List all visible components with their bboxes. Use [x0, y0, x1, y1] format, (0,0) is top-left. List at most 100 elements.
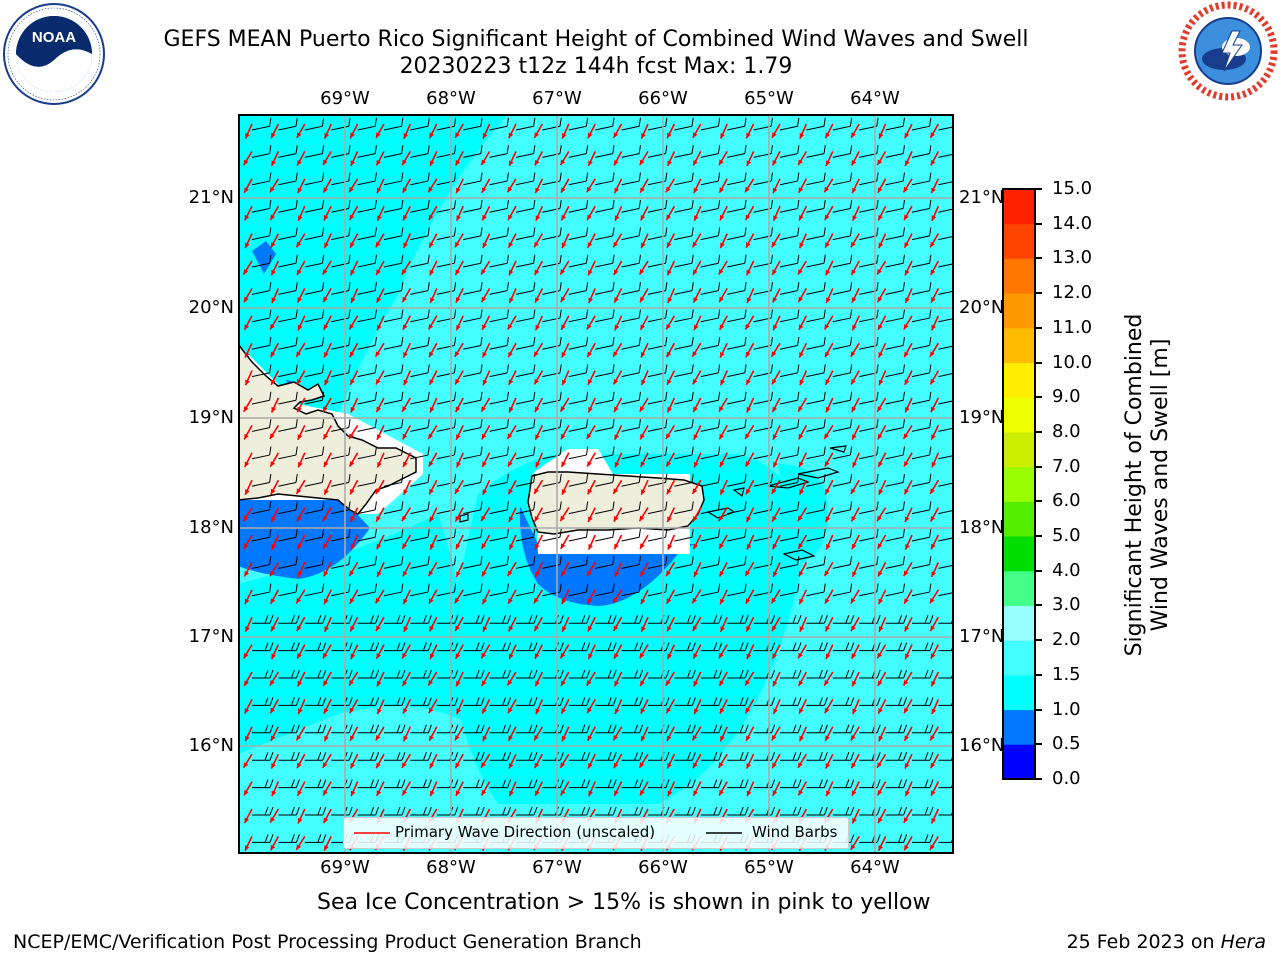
- wave-direction-arrow: [561, 479, 570, 496]
- wind-barb: [727, 642, 749, 652]
- wind-barb: [489, 583, 509, 597]
- wave-direction-arrow: [243, 534, 253, 550]
- colorbar-tick-mark: [1036, 778, 1042, 780]
- wave-direction-arrow: [350, 151, 359, 167]
- wave-direction-arrow: [507, 479, 517, 495]
- wave-direction-arrow: [428, 205, 438, 221]
- wind-barb: [515, 473, 536, 487]
- wind-barb: [410, 145, 430, 158]
- wind-barb: [885, 697, 908, 706]
- wave-direction-arrow: [851, 808, 860, 824]
- wind-barb: [806, 145, 826, 158]
- wind-barb: [278, 391, 298, 405]
- wave-direction-arrow: [719, 479, 728, 496]
- wave-direction-arrow: [269, 452, 280, 468]
- wave-direction-arrow: [665, 315, 676, 330]
- wind-barb: [806, 172, 826, 186]
- wave-direction-arrow: [614, 452, 623, 468]
- wind-barb: [727, 336, 747, 350]
- wave-direction-arrow: [322, 671, 332, 687]
- wave-direction-arrow: [270, 616, 280, 632]
- wind-barb: [515, 528, 536, 542]
- wave-direction-arrow: [929, 726, 940, 741]
- wind-barb: [384, 697, 406, 706]
- wave-direction-arrow: [559, 507, 570, 522]
- wind-barb: [885, 669, 908, 679]
- wind-barb: [806, 282, 826, 295]
- wave-direction-arrow: [244, 589, 253, 605]
- wave-direction-arrow: [719, 699, 728, 715]
- wave-direction-arrow: [507, 726, 517, 742]
- wave-direction-arrow: [929, 123, 940, 139]
- wave-direction-arrow: [850, 835, 860, 851]
- wave-direction-arrow: [349, 370, 359, 386]
- wave-direction-arrow: [614, 562, 623, 578]
- wind-barb: [331, 419, 351, 432]
- wind-barb: [727, 501, 747, 515]
- wave-direction-arrow: [904, 123, 913, 139]
- wind-barb: [674, 556, 694, 569]
- colorbar-bin: [1003, 258, 1035, 294]
- map-legend: Primary Wave Direction (unscaled) Wind B…: [343, 817, 849, 849]
- wind-barb: [357, 309, 377, 323]
- wave-direction-arrow: [851, 178, 860, 194]
- wave-direction-arrow: [770, 589, 781, 604]
- wave-direction-arrow: [876, 507, 887, 522]
- wind-barb: [331, 446, 351, 460]
- wave-direction-arrow: [877, 589, 887, 605]
- wave-direction-arrow: [877, 342, 887, 358]
- wind-barb: [568, 583, 589, 597]
- lat-label-right: 19°N: [959, 407, 1005, 428]
- wind-barb: [595, 419, 615, 432]
- wind-barb: [357, 615, 380, 624]
- wind-barb: [780, 669, 802, 679]
- wind-barb: [806, 309, 826, 323]
- wave-direction-arrow: [561, 726, 570, 742]
- wave-direction-arrow: [825, 260, 834, 276]
- wind-barb: [489, 642, 512, 652]
- mona-island: [459, 513, 469, 523]
- wind-barb: [515, 419, 536, 432]
- wind-barb: [911, 556, 932, 569]
- wind-barb: [516, 642, 538, 652]
- wave-direction-arrow: [481, 315, 491, 331]
- wave-direction-arrow: [903, 205, 913, 221]
- wind-barb: [516, 615, 538, 624]
- wave-direction-arrow: [719, 370, 728, 386]
- wave-direction-arrow: [533, 233, 544, 248]
- wave-direction-arrow: [903, 726, 913, 742]
- wave-direction-arrow: [534, 534, 544, 550]
- wind-barb: [859, 419, 879, 432]
- wind-barb: [595, 779, 617, 789]
- wind-barb: [515, 254, 536, 268]
- wave-direction-arrow: [454, 397, 464, 413]
- wind-barb: [489, 391, 509, 405]
- wind-barb: [384, 615, 406, 624]
- wave-direction-arrow: [560, 671, 570, 687]
- wave-direction-arrow: [904, 288, 913, 304]
- wave-direction-arrow: [323, 616, 332, 633]
- wind-barb: [463, 364, 483, 378]
- wind-barb: [410, 227, 430, 241]
- wave-direction-arrow: [638, 260, 649, 275]
- wind-barb: [806, 556, 826, 569]
- wave-direction-arrow: [613, 151, 623, 166]
- lon-label-top: 66°W: [638, 88, 688, 109]
- wave-direction-arrow: [903, 342, 913, 358]
- wave-direction-arrow: [850, 370, 860, 385]
- wave-direction-arrow: [850, 726, 860, 741]
- wave-direction-arrow: [693, 452, 702, 468]
- colorbar-tick-label: 0.0: [1052, 768, 1081, 789]
- wind-barb: [278, 309, 298, 323]
- wind-barb: [304, 501, 325, 515]
- colorbar-bin: [1003, 466, 1035, 502]
- wave-direction-arrow: [878, 233, 887, 249]
- wind-barb: [806, 724, 828, 734]
- wave-direction-arrow: [640, 699, 649, 715]
- wave-direction-arrow: [480, 753, 491, 769]
- wind-barb: [410, 254, 430, 268]
- wind-barb: [700, 282, 721, 295]
- wave-direction-arrow: [666, 753, 676, 769]
- wind-barb: [832, 282, 853, 295]
- wave-direction-arrow: [798, 315, 808, 331]
